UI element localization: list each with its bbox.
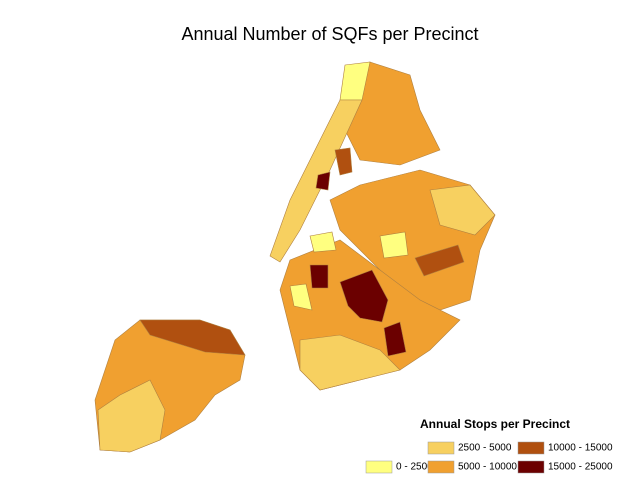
staten-island-north [139,319,246,356]
precinct-light-2 [379,231,409,259]
legend-swatch [427,441,455,455]
legend-swatch [365,460,393,474]
legend-label: 15000 - 25000 [548,462,613,473]
legend-swatch [517,441,545,455]
precinct-brown-bronx [334,147,353,176]
precinct-brown-queens [414,244,465,277]
legend-label: 5000 - 10000 [458,462,517,473]
precinct-light-1 [309,231,337,253]
queens-east [429,184,496,236]
brooklyn-south [299,334,401,391]
staten-island-south [97,379,166,453]
precinct-map [94,61,496,453]
legend-swatch [517,460,545,474]
precinct-dark-3 [383,321,407,357]
precinct-dark-1 [309,264,329,289]
precinct-light-3 [289,283,313,311]
legend-label: 2500 - 5000 [458,443,512,454]
legend-swatch [427,460,455,474]
legend-label: 0 - 2500 [396,462,433,473]
legend-title: Annual Stops per Precinct [420,417,570,431]
map-title: Annual Number of SQFs per Precinct [181,24,478,44]
manhattan [269,99,363,263]
precinct-dark-harlem [315,171,331,191]
legend-label: 10000 - 15000 [548,443,613,454]
legend: Annual Stops per Precinct 0 - 2500 2500 -… [365,417,613,474]
precinct-dark-2 [339,269,389,323]
